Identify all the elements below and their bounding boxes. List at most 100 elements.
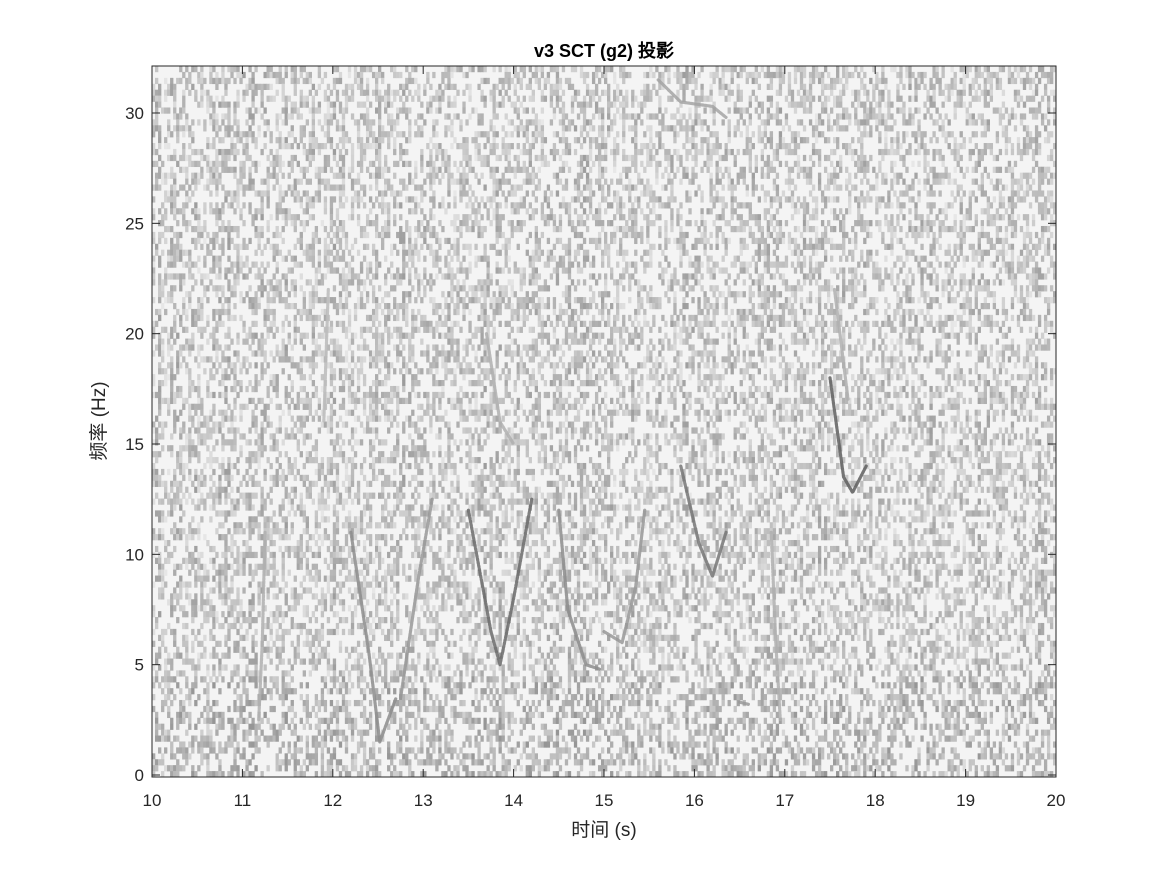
noise-cell bbox=[239, 166, 243, 173]
noise-cell bbox=[359, 267, 364, 274]
noise-cell bbox=[308, 457, 312, 464]
noise-cell bbox=[335, 498, 340, 505]
noise-cell bbox=[239, 634, 243, 642]
noise-cell bbox=[218, 297, 222, 304]
noise-cell bbox=[399, 545, 403, 553]
noise-cell bbox=[402, 694, 406, 701]
noise-cell bbox=[408, 699, 412, 707]
noise-cell bbox=[155, 178, 159, 185]
noise-cell bbox=[194, 528, 198, 535]
noise-cell bbox=[218, 225, 222, 233]
noise-cell bbox=[158, 569, 162, 576]
noise-cell bbox=[344, 291, 349, 298]
noise-cell bbox=[242, 634, 246, 642]
noise-cell bbox=[296, 468, 300, 476]
noise-cell bbox=[197, 314, 201, 322]
noise-cell bbox=[194, 208, 198, 215]
noise-cell bbox=[290, 427, 294, 434]
noise-cell bbox=[332, 350, 337, 357]
noise-cell bbox=[206, 670, 210, 677]
noise-cell bbox=[311, 658, 316, 665]
noise-cell bbox=[233, 439, 237, 446]
noise-cell bbox=[381, 77, 385, 85]
noise-cell bbox=[263, 83, 267, 90]
noise-cell bbox=[242, 148, 246, 156]
noise-cell bbox=[233, 350, 237, 357]
noise-cell bbox=[387, 113, 391, 120]
noise-cell bbox=[206, 611, 210, 618]
noise-cell bbox=[293, 652, 297, 659]
noise-cell bbox=[308, 89, 312, 96]
noise-cell bbox=[362, 640, 367, 647]
noise-cell bbox=[206, 699, 210, 707]
noise-cell bbox=[254, 308, 258, 316]
noise-cell bbox=[260, 374, 264, 381]
noise-cell bbox=[215, 356, 219, 363]
noise-cell bbox=[347, 711, 352, 719]
noise-cell bbox=[290, 125, 294, 132]
noise-cell bbox=[356, 699, 361, 707]
noise-cell bbox=[405, 225, 409, 233]
noise-cell bbox=[251, 699, 255, 707]
noise-cell bbox=[338, 545, 343, 553]
noise-cell bbox=[426, 107, 430, 114]
noise-cell bbox=[371, 143, 376, 150]
noise-cell bbox=[197, 522, 201, 529]
noise-cell bbox=[302, 403, 306, 410]
noise-cell bbox=[284, 350, 288, 357]
noise-cell bbox=[402, 89, 406, 96]
noise-cell bbox=[426, 652, 430, 659]
noise-cell bbox=[332, 243, 337, 250]
noise-cell bbox=[402, 451, 406, 458]
noise-cell bbox=[263, 178, 267, 185]
noise-cell bbox=[179, 486, 183, 493]
noise-cell bbox=[329, 220, 334, 227]
noise-cell bbox=[248, 332, 252, 339]
noise-cell bbox=[227, 545, 231, 553]
noise-cell bbox=[284, 492, 288, 499]
noise-cell bbox=[266, 646, 270, 653]
noise-cell bbox=[254, 427, 258, 434]
noise-cell bbox=[332, 658, 337, 665]
noise-cell bbox=[191, 534, 195, 541]
noise-cell bbox=[158, 137, 162, 144]
noise-cell bbox=[417, 202, 421, 209]
noise-cell bbox=[242, 220, 246, 227]
noise-cell bbox=[239, 409, 243, 416]
noise-cell bbox=[236, 261, 240, 268]
noise-cell bbox=[399, 670, 403, 677]
noise-cell bbox=[332, 385, 337, 393]
noise-cell bbox=[209, 160, 213, 168]
noise-cell bbox=[323, 534, 328, 541]
noise-cell bbox=[356, 273, 361, 280]
noise-cell bbox=[284, 66, 288, 73]
noise-cell bbox=[275, 385, 279, 393]
noise-cell bbox=[221, 551, 225, 559]
noise-cell bbox=[335, 143, 340, 150]
noise-cell bbox=[396, 664, 400, 671]
noise-cell bbox=[233, 368, 237, 375]
noise-cell bbox=[191, 528, 195, 535]
noise-cell bbox=[347, 344, 352, 351]
noise-cell bbox=[182, 154, 186, 162]
noise-cell bbox=[293, 622, 297, 630]
noise-cell bbox=[326, 261, 331, 268]
noise-cell bbox=[371, 462, 376, 470]
noise-cell bbox=[152, 95, 156, 102]
noise-cell bbox=[317, 415, 322, 422]
noise-cell bbox=[200, 154, 204, 162]
noise-cell bbox=[320, 699, 325, 707]
noise-cell bbox=[335, 249, 340, 256]
noise-cell bbox=[155, 148, 159, 156]
noise-cell bbox=[209, 457, 213, 464]
noise-cell bbox=[314, 468, 319, 476]
noise-cell bbox=[176, 231, 180, 239]
noise-cell bbox=[347, 279, 352, 286]
noise-cell bbox=[305, 765, 309, 772]
noise-cell bbox=[381, 137, 385, 144]
noise-cell bbox=[221, 563, 225, 570]
noise-cell bbox=[350, 622, 355, 630]
noise-cell bbox=[206, 166, 210, 173]
noise-cell bbox=[396, 391, 400, 399]
noise-cell bbox=[212, 741, 216, 748]
